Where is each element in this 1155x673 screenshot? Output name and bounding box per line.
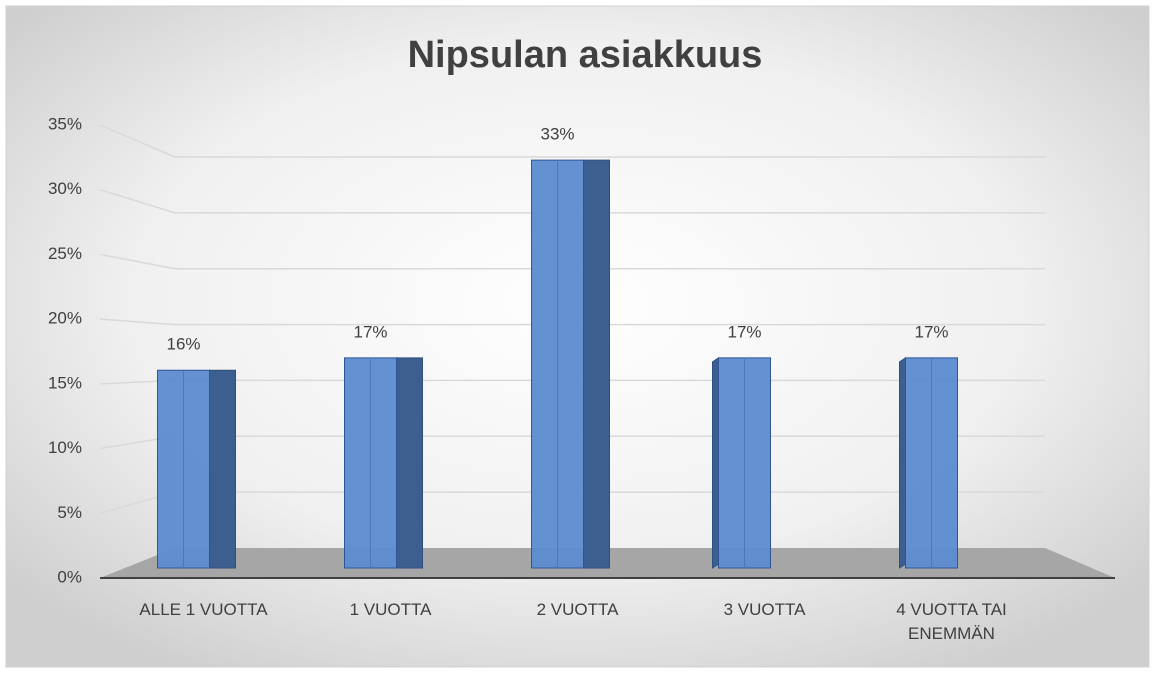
bar-side xyxy=(899,356,906,569)
bar-side xyxy=(396,357,423,569)
data-label: 17% xyxy=(353,322,387,341)
data-label: 17% xyxy=(727,322,761,341)
data-label: 33% xyxy=(540,125,574,144)
bar-side xyxy=(712,356,719,569)
y-tick-label: 30% xyxy=(48,179,82,198)
x-tick-label: 1 VUOTTA xyxy=(349,600,432,619)
x-tick-label: 3 VUOTTA xyxy=(723,600,806,619)
y-tick-label: 5% xyxy=(57,503,82,522)
grid-line xyxy=(99,124,1045,158)
x-tick-label: 2 VUOTTA xyxy=(536,600,619,619)
x-tick-label: ALLE 1 VUOTTA xyxy=(139,600,268,619)
y-tick-label: 20% xyxy=(48,309,82,328)
bar-side xyxy=(583,159,610,569)
data-label: 16% xyxy=(166,335,200,354)
y-tick-label: 35% xyxy=(48,114,82,133)
y-tick-label: 0% xyxy=(57,567,82,586)
grid-line xyxy=(99,188,1045,214)
x-tick-label: 4 VUOTTA TAI ENEMMÄN xyxy=(896,600,1007,643)
bar-side xyxy=(209,369,236,569)
chart-title: Nipsulan asiakkuus xyxy=(408,34,763,76)
y-tick-label: 25% xyxy=(48,244,82,263)
y-tick-label: 15% xyxy=(48,373,82,392)
grid-line xyxy=(99,253,1045,270)
grid-line xyxy=(99,318,1045,326)
y-tick-label: 10% xyxy=(48,438,82,457)
data-label: 17% xyxy=(914,322,948,341)
